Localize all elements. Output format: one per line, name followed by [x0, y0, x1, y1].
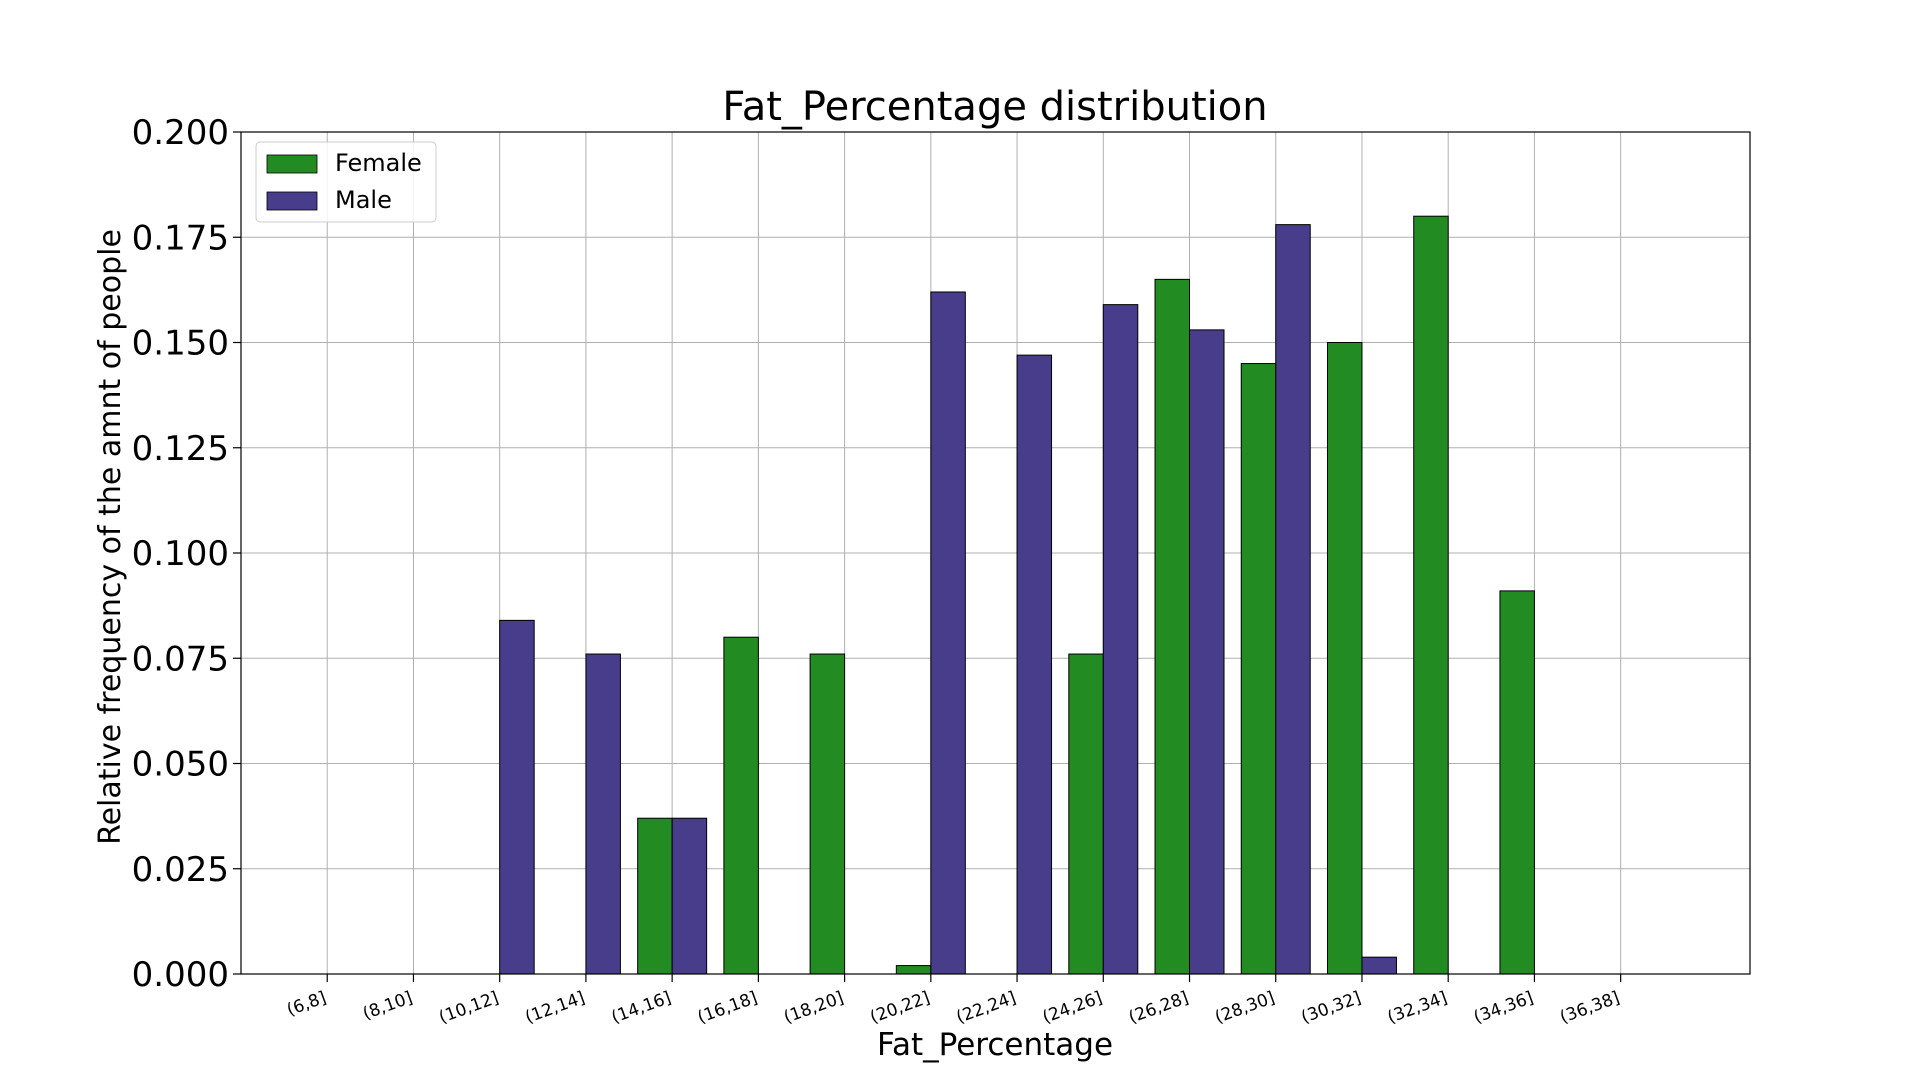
bar-female-12	[1326, 342, 1363, 975]
x-tick-label: (26,28]	[1126, 988, 1191, 1028]
bar-male-2	[499, 619, 535, 975]
x-tick-label: (18,20]	[781, 988, 846, 1028]
y-tick-label: 0.100	[132, 534, 229, 574]
x-tick-label: (20,22]	[867, 988, 932, 1028]
y-tick-label: 0.050	[132, 745, 229, 785]
bar-male-11	[1275, 224, 1311, 975]
y-tick-label: 0.200	[132, 113, 229, 153]
legend-label-female: Female	[335, 149, 422, 177]
legend: Female Male	[255, 141, 437, 223]
x-tick-label: (36,38]	[1557, 988, 1622, 1028]
bar-female-9	[1068, 653, 1104, 975]
chart-title: Fat_Percentage distribution	[722, 84, 1267, 130]
y-tick-label: 0.175	[132, 218, 229, 258]
bar-female-4	[637, 817, 673, 975]
bar-male-10	[1189, 329, 1225, 975]
legend-swatch-male	[266, 191, 318, 211]
x-tick-label: (10,12]	[436, 988, 501, 1028]
bar-male-8	[1016, 354, 1053, 975]
x-axis-label: Fat_Percentage	[877, 1027, 1113, 1063]
y-tick-label: 0.025	[132, 850, 229, 890]
x-tick-label: (6,8]	[284, 988, 329, 1021]
bar-female-6	[809, 653, 846, 975]
bar-male-3	[585, 653, 621, 975]
x-tick-label: (22,24]	[954, 988, 1019, 1028]
bar-male-9	[1102, 304, 1139, 975]
bar-female-10	[1154, 278, 1191, 975]
y-axis: 0.000 0.025 0.050 0.075 0.100 0.125 0.150 0.175…	[132, 113, 241, 995]
bar-female-5	[723, 636, 759, 975]
bar-male-7	[930, 291, 966, 975]
x-tick-label: (34,36]	[1471, 988, 1536, 1028]
x-tick-label: (30,32]	[1299, 988, 1364, 1028]
legend-label-male: Male	[335, 186, 392, 214]
y-tick-label: 0.150	[132, 324, 229, 364]
x-tick-label: (14,16]	[609, 988, 674, 1028]
x-axis: (6,8] (8,10] (10,12] (12,14] (14,16] (16,18] (…	[284, 974, 1622, 1028]
legend-swatch-female	[266, 154, 318, 174]
bar-female-14	[1499, 590, 1535, 975]
y-tick-label: 0.125	[132, 429, 229, 469]
x-tick-label: (24,26]	[1040, 988, 1105, 1028]
bar-female-7	[895, 965, 932, 975]
bar-male-4	[671, 817, 708, 975]
y-axis-label: Relative frequency of the amnt of people	[93, 229, 128, 845]
y-tick-label: 0.075	[132, 639, 229, 679]
y-tick-label: 0.000	[132, 955, 229, 995]
x-tick-label: (16,18]	[695, 988, 760, 1028]
x-tick-label: (12,14]	[523, 988, 588, 1028]
bar-female-13	[1413, 215, 1449, 975]
x-tick-label: (32,34]	[1385, 988, 1450, 1028]
bar-male-12	[1361, 956, 1397, 975]
bars	[499, 215, 1535, 975]
x-tick-label: (28,30]	[1212, 988, 1277, 1028]
bar-female-11	[1240, 363, 1277, 975]
x-tick-label: (8,10]	[360, 988, 415, 1024]
